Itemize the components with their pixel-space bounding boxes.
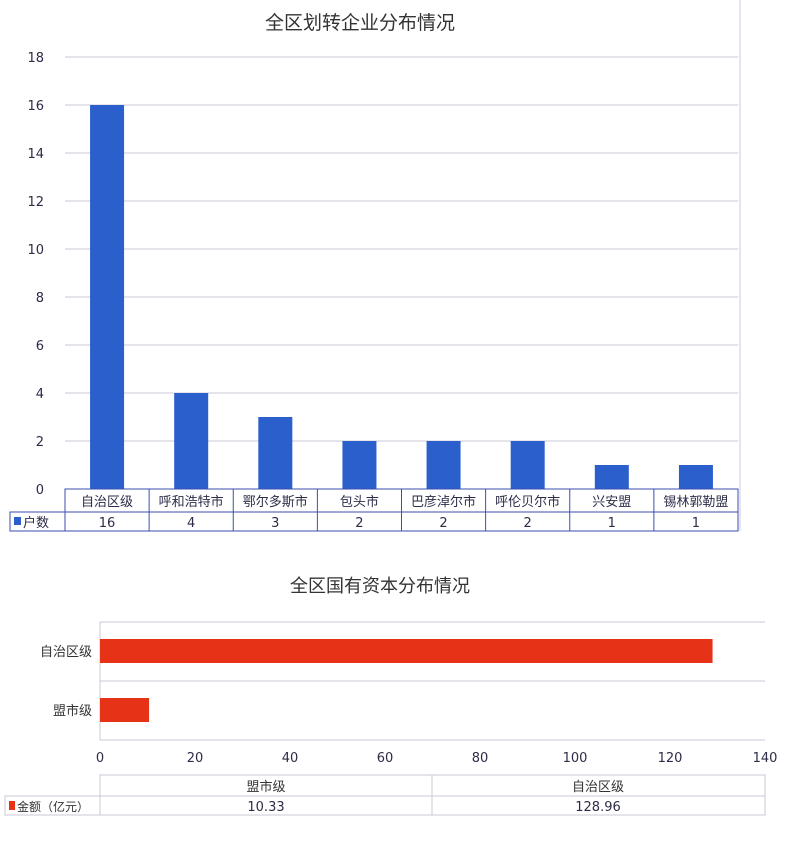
table-value-row (4, 795, 766, 816)
category-label: 锡林郭勒盟 (663, 494, 728, 510)
data-label: 16 (99, 516, 116, 531)
data-label: 3 (271, 516, 279, 531)
x-tick-label: 60 (377, 751, 394, 766)
category-label: 巴彦淖尔市 (411, 494, 476, 510)
bar (678, 465, 713, 489)
data-label: 128.96 (575, 800, 621, 815)
y-tick-label: 14 (27, 147, 44, 162)
bar (100, 639, 713, 663)
y-tick-label: 2 (36, 435, 44, 450)
legend-label: 金额（亿元） (17, 799, 89, 814)
x-tick-label: 120 (658, 751, 683, 766)
bar (594, 465, 629, 489)
category-label: 兴安盟 (592, 495, 631, 510)
chart1-title: 全区划转企业分布情况 (265, 12, 455, 34)
y-tick-label: 4 (36, 387, 44, 402)
y-tick-label: 16 (27, 99, 44, 114)
category-label: 自治区级 (81, 495, 133, 510)
category-label: 呼伦贝尔市 (495, 494, 560, 510)
legend-label: 户数 (23, 515, 49, 531)
category-label: 呼和浩特市 (159, 494, 224, 510)
bar (90, 105, 125, 489)
legend-swatch (14, 517, 21, 525)
x-tick-label: 20 (187, 751, 204, 766)
x-tick-label: 100 (563, 751, 588, 766)
x-tick-label: 0 (96, 751, 104, 766)
data-label: 10.33 (247, 800, 284, 815)
table-value-row (9, 511, 739, 532)
chart2-title: 全区国有资本分布情况 (290, 576, 470, 597)
data-label: 1 (692, 516, 700, 531)
bar (174, 393, 209, 489)
y-tick-label: 10 (27, 243, 44, 258)
category-header: 自治区级 (572, 780, 624, 795)
bar (258, 417, 293, 489)
legend-swatch (9, 801, 15, 810)
category-header: 盟市级 (246, 779, 285, 795)
bar (510, 441, 545, 489)
y-tick-label: 8 (36, 291, 44, 306)
data-label: 2 (439, 516, 447, 531)
y-tick-label: 12 (27, 195, 44, 210)
category-label: 包头市 (340, 494, 379, 510)
category-label: 盟市级 (53, 703, 92, 719)
data-label: 1 (608, 516, 616, 531)
x-tick-label: 80 (472, 751, 489, 766)
data-label: 2 (355, 516, 363, 531)
bar (100, 698, 150, 722)
x-tick-label: 40 (282, 751, 299, 766)
y-tick-label: 18 (27, 51, 44, 66)
category-label: 鄂尔多斯市 (243, 494, 308, 510)
y-tick-label: 6 (36, 339, 44, 354)
bar (426, 441, 461, 489)
data-label: 2 (524, 516, 532, 531)
bar (342, 441, 377, 489)
y-tick-label: 0 (36, 483, 44, 498)
data-label: 4 (187, 516, 195, 531)
x-tick-label: 140 (753, 751, 778, 766)
category-label: 自治区级 (40, 645, 92, 660)
